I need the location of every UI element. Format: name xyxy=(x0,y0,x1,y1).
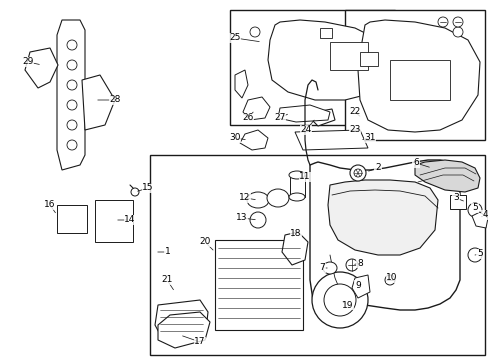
Text: 29: 29 xyxy=(22,58,34,67)
Polygon shape xyxy=(294,130,367,150)
Ellipse shape xyxy=(323,262,336,274)
Circle shape xyxy=(67,40,77,50)
Text: 3: 3 xyxy=(452,193,458,202)
Text: 24: 24 xyxy=(300,126,311,135)
Text: 15: 15 xyxy=(142,184,153,193)
Polygon shape xyxy=(57,20,85,170)
Circle shape xyxy=(349,165,365,181)
Text: 17: 17 xyxy=(194,338,205,346)
Ellipse shape xyxy=(288,193,305,201)
Bar xyxy=(449,195,465,209)
Text: 31: 31 xyxy=(364,134,375,143)
Polygon shape xyxy=(240,130,267,150)
Bar xyxy=(359,52,377,66)
Text: 13: 13 xyxy=(236,213,247,222)
Text: 27: 27 xyxy=(274,113,285,122)
Circle shape xyxy=(131,188,139,196)
Polygon shape xyxy=(311,109,334,126)
Text: 12: 12 xyxy=(239,193,250,202)
Circle shape xyxy=(67,80,77,90)
Bar xyxy=(150,155,484,355)
Circle shape xyxy=(249,212,265,228)
Text: 10: 10 xyxy=(386,274,397,283)
Circle shape xyxy=(67,60,77,70)
Text: 19: 19 xyxy=(342,301,353,310)
Circle shape xyxy=(452,27,462,37)
Polygon shape xyxy=(414,160,479,192)
Polygon shape xyxy=(309,160,459,310)
Bar xyxy=(389,60,449,100)
Ellipse shape xyxy=(246,192,268,208)
Circle shape xyxy=(353,169,361,177)
Bar xyxy=(289,175,305,197)
Text: 5: 5 xyxy=(476,249,482,258)
Ellipse shape xyxy=(288,171,305,179)
Text: 23: 23 xyxy=(348,126,360,135)
Polygon shape xyxy=(267,20,387,100)
Polygon shape xyxy=(243,97,269,120)
Circle shape xyxy=(67,100,77,110)
Text: 25: 25 xyxy=(229,33,240,42)
Text: 30: 30 xyxy=(229,134,240,143)
Bar xyxy=(95,200,133,242)
Bar xyxy=(57,205,87,233)
Text: 16: 16 xyxy=(44,201,56,210)
Text: 5: 5 xyxy=(471,203,477,212)
Text: 20: 20 xyxy=(199,238,210,247)
Polygon shape xyxy=(235,70,247,98)
Circle shape xyxy=(346,259,357,271)
Text: 26: 26 xyxy=(242,113,253,122)
Text: 28: 28 xyxy=(109,95,121,104)
Text: 8: 8 xyxy=(356,258,362,267)
Text: 21: 21 xyxy=(161,275,172,284)
Polygon shape xyxy=(155,300,207,338)
Polygon shape xyxy=(278,105,329,122)
Circle shape xyxy=(324,284,355,316)
Polygon shape xyxy=(471,212,487,228)
Ellipse shape xyxy=(266,189,288,207)
Bar xyxy=(319,28,331,38)
Bar xyxy=(215,240,303,330)
Circle shape xyxy=(384,275,394,285)
Text: 1: 1 xyxy=(165,248,170,256)
Polygon shape xyxy=(82,75,115,130)
Circle shape xyxy=(311,272,367,328)
Text: 18: 18 xyxy=(290,230,301,238)
Text: 6: 6 xyxy=(412,158,418,167)
Circle shape xyxy=(437,17,447,27)
Text: 9: 9 xyxy=(354,280,360,289)
Circle shape xyxy=(452,17,462,27)
Circle shape xyxy=(67,120,77,130)
Bar xyxy=(329,42,367,70)
Text: 22: 22 xyxy=(348,108,360,117)
Polygon shape xyxy=(357,20,479,132)
Bar xyxy=(229,10,394,125)
Circle shape xyxy=(67,140,77,150)
Polygon shape xyxy=(25,48,58,88)
Ellipse shape xyxy=(467,248,481,262)
Circle shape xyxy=(249,27,260,37)
Text: 4: 4 xyxy=(481,211,487,220)
Ellipse shape xyxy=(467,203,481,217)
Text: 14: 14 xyxy=(124,216,135,225)
Polygon shape xyxy=(351,275,369,298)
Bar xyxy=(345,10,484,140)
Text: 11: 11 xyxy=(299,172,310,181)
Text: 2: 2 xyxy=(374,163,380,172)
Polygon shape xyxy=(327,180,437,255)
Polygon shape xyxy=(282,232,307,265)
Polygon shape xyxy=(158,312,209,348)
Text: 7: 7 xyxy=(319,264,324,273)
